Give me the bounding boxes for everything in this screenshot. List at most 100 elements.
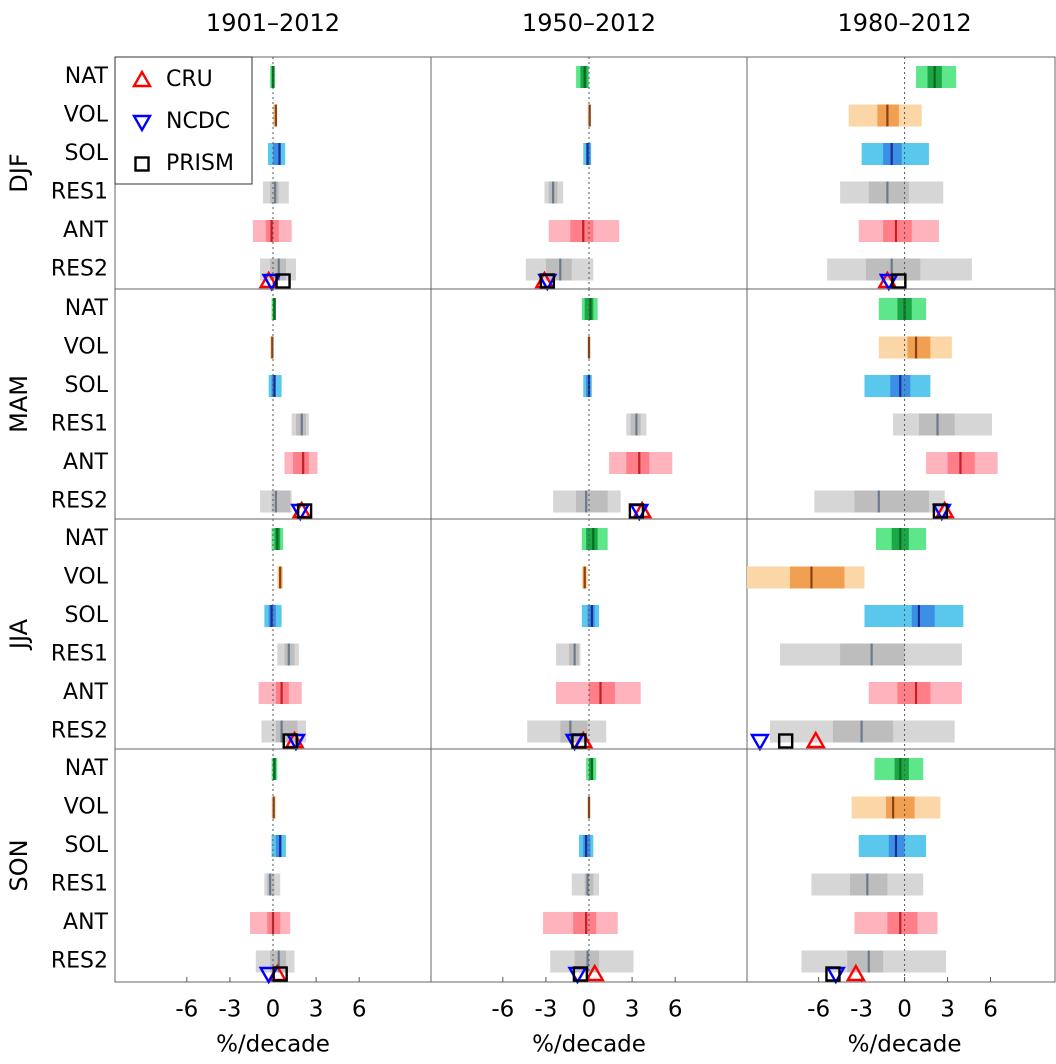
x-tick-label: 0: [266, 997, 281, 1023]
category-label: RES2: [51, 489, 108, 514]
category-label: RES2: [51, 949, 108, 974]
category-label: SOL: [64, 373, 108, 398]
category-label: RES1: [51, 642, 108, 667]
category-label: SOL: [64, 833, 108, 858]
category-label: RES1: [51, 872, 108, 897]
legend-marker: [131, 114, 153, 133]
inner-range: [271, 490, 291, 513]
x-tick-label: 0: [582, 997, 597, 1023]
inner-range: [576, 490, 608, 513]
observed-trend: [845, 963, 866, 982]
observed-trend: [258, 270, 279, 289]
row-label: SON: [5, 839, 33, 891]
column-title: 1901–2012: [206, 9, 340, 37]
column-title: 1980–2012: [838, 9, 972, 37]
inner-range: [273, 143, 281, 165]
inner-range: [586, 528, 598, 550]
observed-trend: [825, 966, 841, 982]
legend-label: NCDC: [166, 109, 230, 134]
observed-trend: [932, 503, 949, 519]
category-label: ANT: [63, 680, 109, 705]
x-tick-label: -6: [491, 997, 514, 1023]
x-axis-label: %/decade: [848, 1032, 962, 1058]
category-label: RES1: [51, 412, 108, 437]
row-label: MAM: [5, 375, 33, 433]
legend-marker: [131, 69, 153, 88]
row-label: DJF: [5, 153, 33, 192]
inner-range: [894, 758, 909, 780]
category-label: ANT: [63, 218, 109, 243]
panel-frame: [746, 288, 1056, 520]
inner-range: [897, 682, 931, 704]
x-axis-label: %/decade: [532, 1032, 646, 1058]
x-tick-label: 0: [897, 997, 912, 1023]
inner-range: [850, 873, 888, 896]
x-tick-label: 3: [309, 997, 324, 1023]
x-tick-label: 6: [983, 997, 998, 1023]
inner-range: [626, 452, 650, 474]
observed-trend: [805, 730, 826, 749]
observed-trend: [282, 733, 298, 749]
x-tick-label: -3: [850, 997, 873, 1023]
observed-trend: [572, 966, 589, 982]
inner-range: [885, 796, 915, 819]
category-label: SOL: [64, 141, 108, 166]
panel-frame: [746, 56, 1056, 290]
category-label: NAT: [65, 296, 109, 321]
panel-frame: [746, 748, 1056, 983]
category-label: SOL: [64, 603, 108, 628]
inner-range: [847, 950, 884, 973]
inner-range: [275, 835, 282, 857]
x-tick-label: 3: [940, 997, 955, 1023]
row-label: JJA: [5, 618, 33, 651]
observed-trend: [777, 733, 794, 749]
observed-trend: [749, 733, 770, 752]
observed-trend: [539, 273, 556, 289]
category-label: NAT: [65, 756, 109, 781]
inner-range: [868, 181, 909, 204]
inner-range: [832, 720, 894, 743]
category-label: VOL: [64, 103, 109, 128]
x-tick-label: 6: [352, 997, 367, 1023]
inner-range: [545, 258, 572, 281]
column-title: 1950–2012: [522, 9, 656, 37]
observed-trend: [584, 963, 605, 982]
inner-range: [589, 682, 615, 704]
legend-label: CRU: [166, 67, 213, 92]
observed-trend: [296, 503, 313, 519]
panel-frame: [746, 518, 1056, 750]
observed-trend: [891, 273, 907, 289]
inner-range: [789, 566, 845, 589]
category-label: VOL: [64, 795, 109, 820]
category-label: VOL: [64, 335, 109, 360]
category-label: RES1: [51, 180, 108, 205]
x-axis-label: %/decade: [216, 1032, 330, 1058]
inner-range: [854, 490, 929, 513]
category-label: NAT: [65, 526, 109, 551]
inner-range: [911, 605, 935, 627]
legend-marker: [134, 156, 150, 172]
observed-trend: [628, 503, 645, 519]
inner-range: [887, 912, 918, 934]
observed-trend: [275, 273, 291, 289]
inner-range: [573, 912, 597, 934]
observed-trend: [571, 733, 587, 749]
x-tick-label: 3: [625, 997, 640, 1023]
x-tick-label: 6: [668, 997, 683, 1023]
category-label: RES2: [51, 257, 108, 282]
category-label: VOL: [64, 565, 109, 590]
observed-trend: [272, 966, 288, 982]
category-label: ANT: [63, 450, 109, 475]
category-label: NAT: [65, 64, 109, 89]
legend-label: PRISM: [166, 151, 234, 176]
category-label: RES2: [51, 719, 108, 744]
x-tick-label: -3: [218, 997, 241, 1023]
x-tick-label: -6: [807, 997, 830, 1023]
x-tick-label: -6: [175, 997, 198, 1023]
inner-range: [907, 336, 931, 359]
inner-range: [883, 220, 912, 242]
category-label: ANT: [63, 910, 109, 935]
inner-range: [570, 220, 594, 242]
inner-range: [293, 452, 309, 474]
